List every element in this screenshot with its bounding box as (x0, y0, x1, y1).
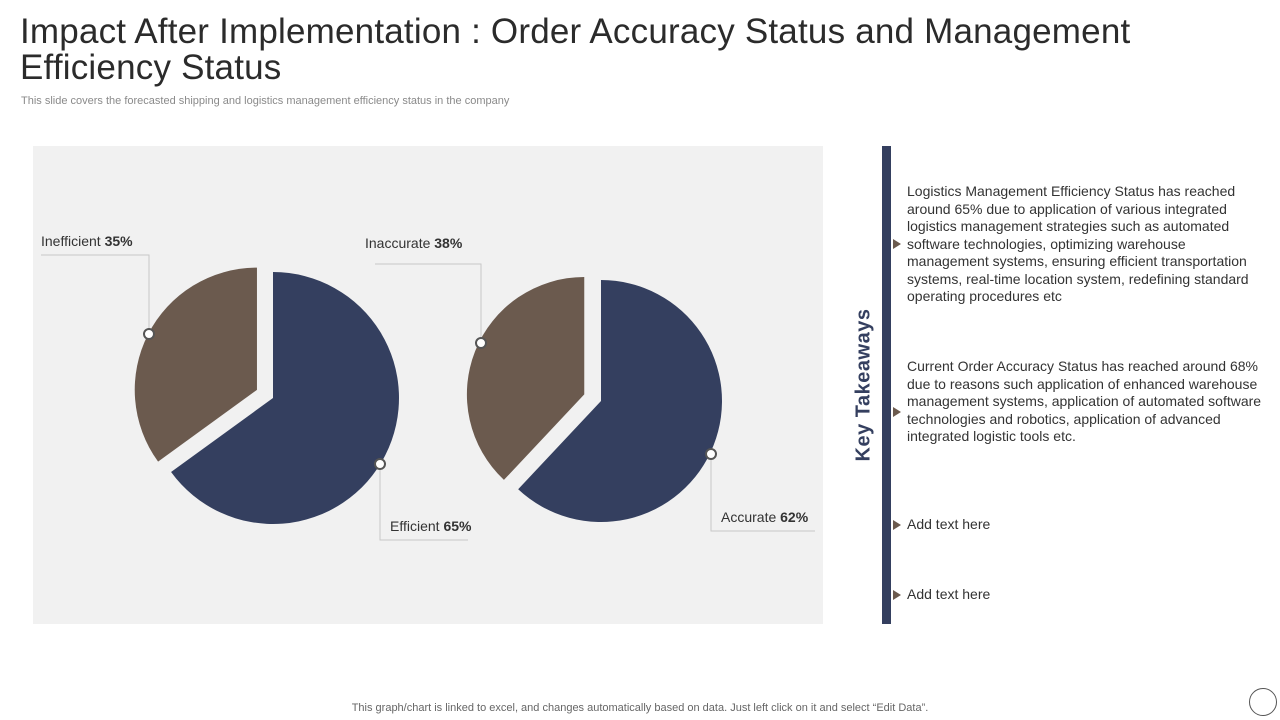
label-name-inaccurate: Inaccurate (365, 235, 431, 251)
accuracy-pie[interactable]: Inaccurate 38% Accurate 62% (365, 235, 815, 532)
data-label-efficient: Efficient 65% (390, 518, 472, 534)
triangle-bullet-icon (893, 520, 901, 530)
pie-slice-accurate[interactable] (518, 280, 722, 522)
takeaway-text: Current Order Accuracy Status has reache… (907, 358, 1262, 444)
triangle-bullet-icon (893, 590, 901, 600)
leader-line-efficient (379, 464, 468, 541)
page-title: Impact After Implementation : Order Accu… (20, 12, 1131, 87)
takeaways-heading-text: Key Takeaways (852, 308, 875, 462)
page-subtitle: This slide covers the forecasted shippin… (21, 95, 510, 107)
pie-slice-inefficient[interactable] (134, 267, 257, 462)
data-label-inefficient: Inefficient 35% (41, 233, 133, 249)
marker-inefficient (143, 328, 155, 340)
pie-slice-inaccurate[interactable] (466, 277, 585, 480)
label-value-inaccurate: 38% (434, 235, 463, 251)
pie-charts[interactable]: Inefficient 35% Efficient 65% Inaccurate… (33, 146, 823, 624)
label-name-inefficient: Inefficient (41, 233, 101, 249)
footer-note: This graph/chart is linked to excel, and… (351, 702, 929, 714)
takeaways-accent-bar (882, 146, 891, 624)
chart-panel[interactable]: Inefficient 35% Efficient 65% Inaccurate… (33, 146, 823, 624)
label-value-inefficient: 35% (105, 233, 134, 249)
marker-accurate (705, 448, 717, 460)
data-label-accurate: Accurate 62% (721, 509, 809, 525)
efficiency-pie[interactable]: Inefficient 35% Efficient 65% (41, 233, 472, 541)
pie-slice-efficient[interactable] (171, 272, 399, 524)
leader-line-inaccurate (375, 263, 482, 343)
takeaway-text: Add text here (907, 586, 991, 602)
marker-inaccurate (475, 337, 487, 349)
leader-line-accurate (710, 454, 815, 532)
label-name-efficient: Efficient (390, 518, 440, 534)
triangle-bullet-icon (893, 239, 901, 249)
data-label-inaccurate: Inaccurate 38% (365, 235, 463, 251)
label-value-efficient: 65% (443, 518, 472, 534)
label-name-accurate: Accurate (721, 509, 776, 525)
marker-efficient (374, 458, 386, 470)
takeaway-text: Add text here (907, 516, 991, 532)
triangle-bullet-icon (893, 407, 901, 417)
takeaway-text: Logistics Management Efficiency Status h… (907, 183, 1249, 304)
leader-line-inefficient (41, 254, 150, 334)
nav-circle-icon[interactable] (1249, 688, 1277, 716)
label-value-accurate: 62% (780, 509, 809, 525)
